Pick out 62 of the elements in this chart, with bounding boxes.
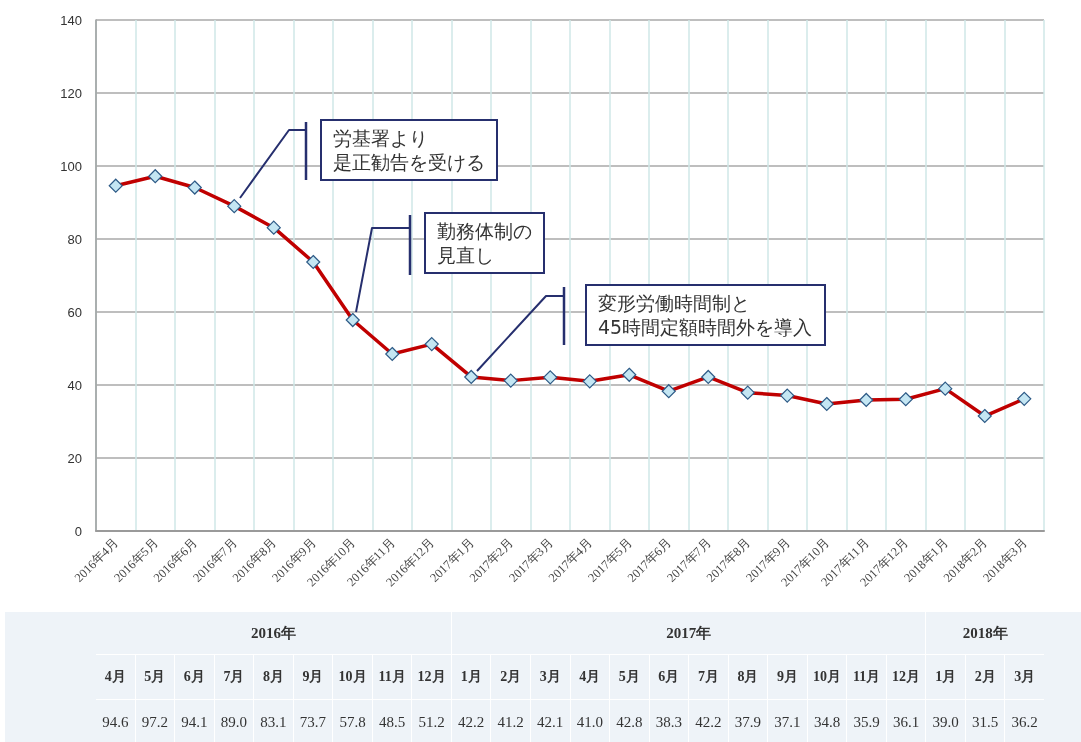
text: 9月 xyxy=(293,655,333,699)
y-tick-label: 0 xyxy=(74,523,82,539)
text: 2月 xyxy=(965,655,1005,699)
text: 6月 xyxy=(649,655,689,699)
data-label: 42.8 xyxy=(610,700,649,742)
data-label: 94.1 xyxy=(175,700,214,742)
text: 11月 xyxy=(847,655,886,699)
data-label: 41.2 xyxy=(491,700,530,742)
data-label: 39.0 xyxy=(926,700,965,742)
text: 7月 xyxy=(214,655,254,699)
data-label: 94.6 xyxy=(96,700,135,742)
y-tick-label: 40 xyxy=(67,377,82,393)
y-tick-label: 60 xyxy=(67,304,82,320)
data-label: 36.2 xyxy=(1005,700,1044,742)
y-tick-label: 120 xyxy=(60,85,82,101)
data-label: 41.0 xyxy=(570,700,610,742)
data-label: 37.1 xyxy=(768,700,807,742)
data-label: 89.0 xyxy=(214,700,254,742)
text: 6月 xyxy=(175,655,214,699)
text: 4月 xyxy=(570,655,610,699)
text: 3月 xyxy=(1005,655,1044,699)
data-label: 37.9 xyxy=(728,700,768,742)
data-label: 48.5 xyxy=(372,700,412,742)
data-label: 97.2 xyxy=(135,700,175,742)
y-tick-label: 20 xyxy=(67,450,82,466)
text: 12月 xyxy=(412,655,451,699)
data-label: 31.5 xyxy=(965,700,1005,742)
data-label: 36.1 xyxy=(886,700,926,742)
text: 11月 xyxy=(372,655,412,699)
data-label: 42.1 xyxy=(530,700,570,742)
text: 10月 xyxy=(333,655,372,699)
data-label: 35.9 xyxy=(847,700,886,742)
annotation: 勤務体制の見直し xyxy=(437,219,532,267)
text: 12月 xyxy=(886,655,926,699)
annotation: 変形労働時間制と 45時間定額時間外を導入 xyxy=(598,291,813,339)
data-label: 42.2 xyxy=(689,700,728,742)
data-label: 38.3 xyxy=(649,700,689,742)
text: 5月 xyxy=(135,655,175,699)
data-label: 83.1 xyxy=(254,700,293,742)
text: 8月 xyxy=(728,655,768,699)
data-label: 42.2 xyxy=(451,700,491,742)
text: 1月 xyxy=(926,655,965,699)
text: 2016年 xyxy=(96,612,451,654)
text: 7月 xyxy=(689,655,728,699)
text: 10月 xyxy=(807,655,847,699)
text: 5月 xyxy=(610,655,649,699)
text: 1月 xyxy=(451,655,491,699)
text: 4月 xyxy=(96,655,135,699)
text: 2018年 xyxy=(926,612,1044,654)
annotation: 労基署より是正勧告を受ける xyxy=(333,126,485,174)
data-label: 73.7 xyxy=(293,700,333,742)
text: 9月 xyxy=(768,655,807,699)
data-label: 51.2 xyxy=(412,700,451,742)
text: 8月 xyxy=(254,655,293,699)
y-tick-label: 140 xyxy=(60,12,82,28)
data-label: 57.8 xyxy=(333,700,372,742)
data-label: 34.8 xyxy=(807,700,847,742)
y-tick-label: 100 xyxy=(60,158,82,174)
text: 2月 xyxy=(491,655,530,699)
text: 2017年 xyxy=(451,612,926,654)
y-tick-label: 80 xyxy=(67,231,82,247)
text: 3月 xyxy=(530,655,570,699)
